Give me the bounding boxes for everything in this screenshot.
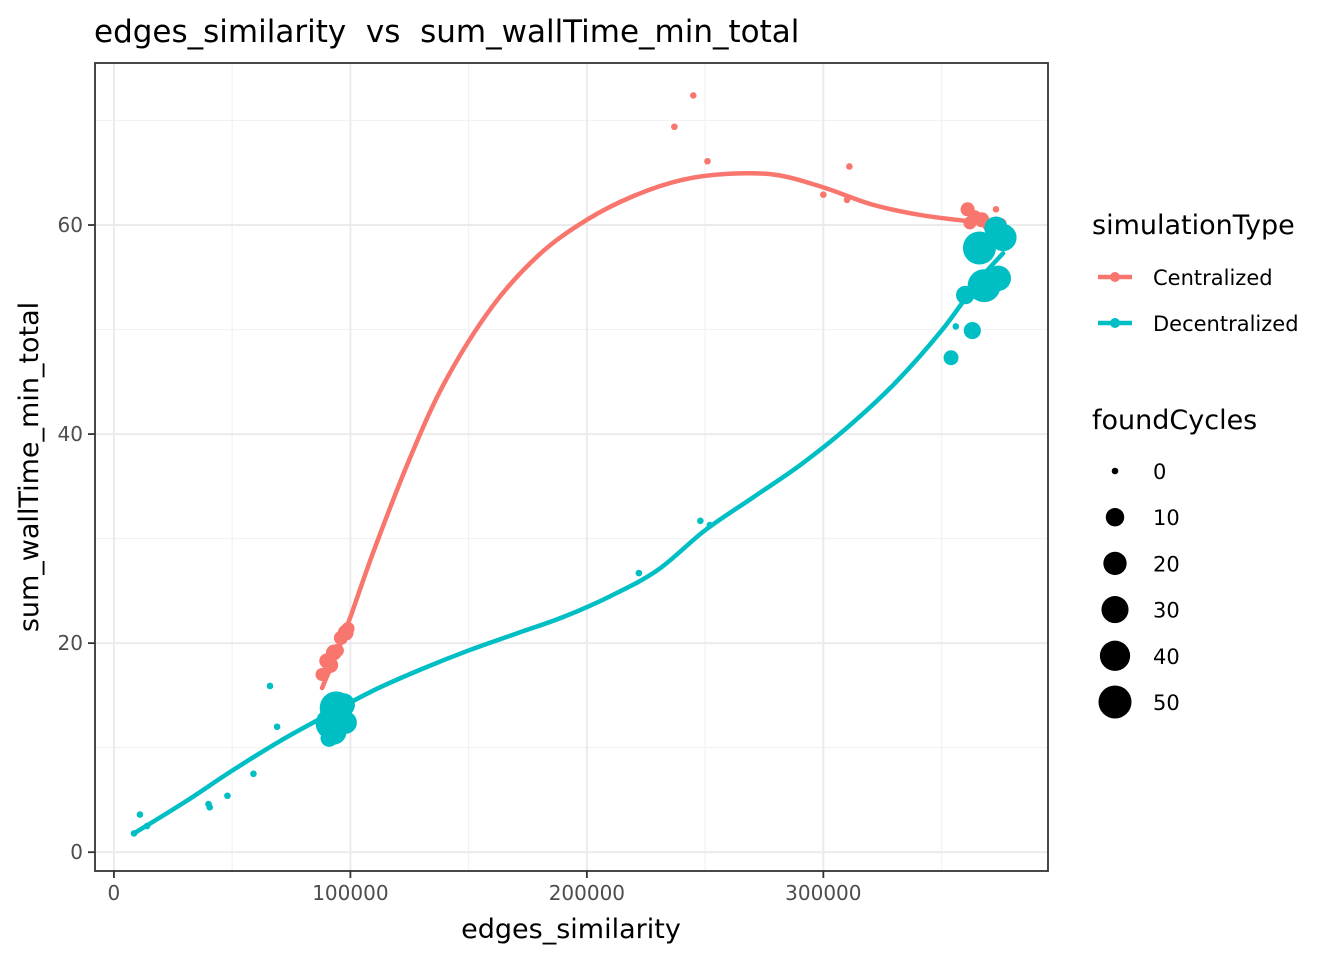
size-legend-label: 0 bbox=[1153, 460, 1166, 484]
size-legend-key bbox=[1098, 685, 1132, 719]
point-centralized bbox=[330, 643, 344, 657]
size-legend-key bbox=[1099, 640, 1131, 671]
grid bbox=[95, 63, 1048, 871]
point-centralized bbox=[843, 196, 851, 204]
chart-title: edges_similarity vs sum_wallTime_min_tot… bbox=[94, 14, 799, 50]
size-legend-label: 20 bbox=[1153, 552, 1180, 576]
size-legend-keys: 0 10 20 30 40 50 bbox=[1098, 460, 1180, 719]
y-tick-label: 20 bbox=[58, 631, 83, 655]
size-legend-key bbox=[1103, 551, 1127, 576]
size-legend-label: 40 bbox=[1153, 645, 1180, 669]
point-decentralized bbox=[963, 322, 981, 340]
point-decentralized bbox=[985, 265, 1011, 291]
point-decentralized bbox=[130, 830, 138, 837]
point-centralized bbox=[689, 92, 697, 99]
y-axis: 0 20 40 60 bbox=[58, 213, 95, 864]
size-legend-key bbox=[1111, 467, 1119, 475]
point-decentralized bbox=[706, 521, 714, 529]
point-decentralized bbox=[943, 350, 959, 366]
point-centralized bbox=[704, 157, 711, 165]
x-tick-label: 100000 bbox=[312, 881, 388, 905]
point-centralized bbox=[992, 206, 1000, 213]
color-legend-keys: Centralized Decentralized bbox=[1098, 266, 1299, 336]
data-points bbox=[130, 92, 1017, 837]
point-decentralized bbox=[224, 792, 231, 800]
point-decentralized bbox=[273, 723, 281, 731]
legend-label: Decentralized bbox=[1153, 312, 1299, 336]
x-axis: 0 100000 200000 300000 bbox=[108, 871, 862, 905]
point-decentralized bbox=[697, 517, 704, 525]
point-decentralized bbox=[136, 811, 144, 818]
legend-key-point bbox=[1110, 318, 1120, 328]
color-legend-title: simulationType bbox=[1092, 210, 1295, 241]
point-centralized bbox=[820, 191, 827, 199]
point-decentralized bbox=[250, 770, 257, 778]
legend-label: Centralized bbox=[1153, 266, 1273, 290]
point-decentralized bbox=[331, 693, 355, 717]
point-centralized bbox=[322, 657, 339, 673]
size-legend-label: 30 bbox=[1153, 599, 1180, 623]
smooth-line-centralized bbox=[319, 170, 1003, 691]
y-axis-title: sum_wallTime_min_total bbox=[14, 302, 45, 632]
point-decentralized bbox=[206, 803, 213, 811]
point-decentralized bbox=[334, 711, 357, 734]
point-centralized bbox=[315, 667, 329, 682]
size-legend-key bbox=[1101, 596, 1129, 624]
point-decentralized bbox=[952, 323, 960, 330]
point-decentralized bbox=[143, 822, 151, 830]
legend: simulationType CentralizedDecentralized … bbox=[1092, 210, 1299, 719]
point-decentralized bbox=[266, 682, 274, 690]
smooth-line-decentralized bbox=[131, 250, 1006, 836]
y-tick-label: 60 bbox=[58, 213, 83, 237]
point-centralized bbox=[846, 163, 853, 170]
size-legend-label: 10 bbox=[1153, 506, 1180, 530]
point-decentralized bbox=[989, 224, 1017, 252]
size-legend-title: foundCycles bbox=[1092, 405, 1257, 436]
point-decentralized bbox=[635, 569, 643, 577]
x-tick-label: 0 bbox=[108, 881, 121, 905]
point-centralized bbox=[671, 123, 678, 131]
smooth-lines bbox=[131, 170, 1006, 836]
point-decentralized bbox=[962, 231, 996, 265]
size-legend-key bbox=[1105, 507, 1125, 527]
x-tick-label: 200000 bbox=[549, 881, 625, 905]
x-axis-title: edges_similarity bbox=[461, 914, 681, 945]
legend-key-point bbox=[1110, 272, 1120, 282]
point-centralized bbox=[341, 621, 355, 636]
plot-panel bbox=[94, 62, 1049, 872]
size-legend-label: 50 bbox=[1153, 691, 1180, 715]
x-tick-label: 300000 bbox=[785, 881, 861, 905]
y-tick-label: 0 bbox=[70, 840, 83, 864]
y-tick-label: 40 bbox=[58, 422, 83, 446]
